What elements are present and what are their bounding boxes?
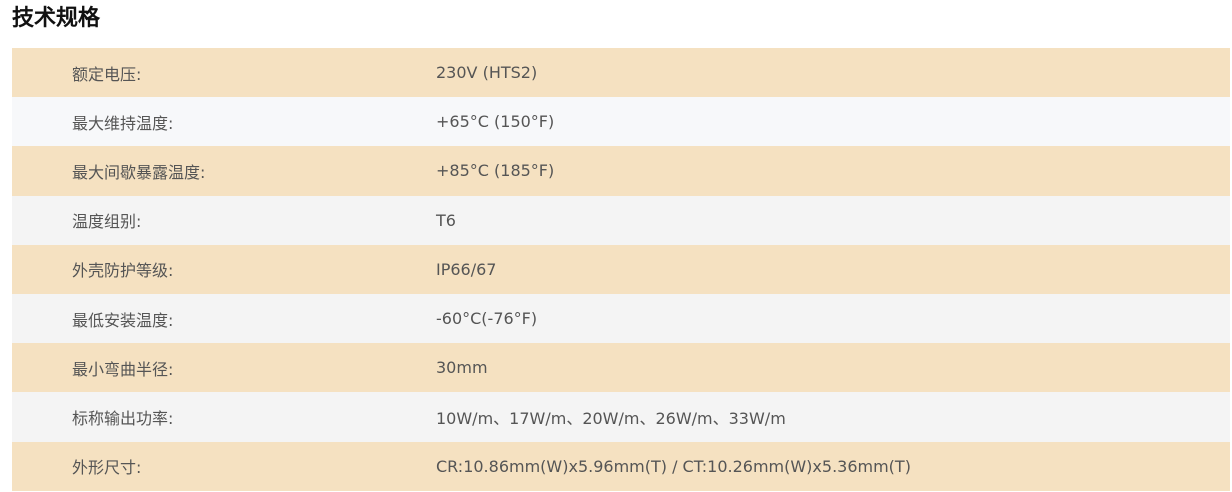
spec-row: 最低安装温度: -60°C(-76°F)	[12, 293, 1230, 344]
spec-value: 10W/m、17W/m、20W/m、26W/m、33W/m	[436, 408, 786, 428]
spec-row: 额定电压: 230V (HTS2)	[12, 48, 1230, 98]
specs-table: 额定电压: 230V (HTS2) 最大维持温度: +65°C (150°F) 最大间歇…	[12, 48, 1230, 491]
spec-label: 外壳防护等级:	[72, 261, 174, 281]
spec-row: 外形尺寸: CR:10.86mm(W)x5.96mm(T) / CT:10.26m…	[12, 441, 1230, 491]
spec-row: 最小弯曲半径: 30mm	[12, 343, 1230, 393]
spec-label: 最大间歇暴露温度:	[72, 162, 206, 182]
spec-label: 最小弯曲半径:	[72, 359, 174, 379]
spec-label: 最低安装温度:	[72, 310, 174, 330]
spec-value: -60°C(-76°F)	[436, 309, 538, 329]
spec-label: 标称输出功率:	[72, 408, 174, 428]
spec-value: CR:10.86mm(W)x5.96mm(T) / CT:10.26mm(W)x…	[436, 456, 911, 476]
spec-label: 额定电压:	[72, 64, 142, 84]
spec-label: 外形尺寸:	[72, 458, 142, 478]
spec-value: +65°C (150°F)	[436, 112, 555, 132]
spec-row: 最大间歇暴露温度: +85°C (185°F)	[12, 146, 1230, 196]
spec-value: 30mm	[436, 358, 488, 378]
spec-label: 温度组别:	[72, 212, 142, 232]
spec-row: 标称输出功率: 10W/m、17W/m、20W/m、26W/m、33W/m	[12, 392, 1230, 442]
spec-value: +85°C (185°F)	[436, 161, 555, 181]
section-title: 技术规格	[12, 6, 101, 31]
spec-value: T6	[436, 210, 456, 230]
spec-row: 温度组别: T6	[12, 195, 1230, 245]
spec-row: 最大维持温度: +65°C (150°F)	[12, 97, 1230, 147]
spec-value: 230V (HTS2)	[436, 63, 538, 83]
spec-label: 最大维持温度:	[72, 113, 174, 133]
spec-value: IP66/67	[436, 259, 497, 279]
spec-row: 外壳防护等级: IP66/67	[12, 244, 1230, 294]
